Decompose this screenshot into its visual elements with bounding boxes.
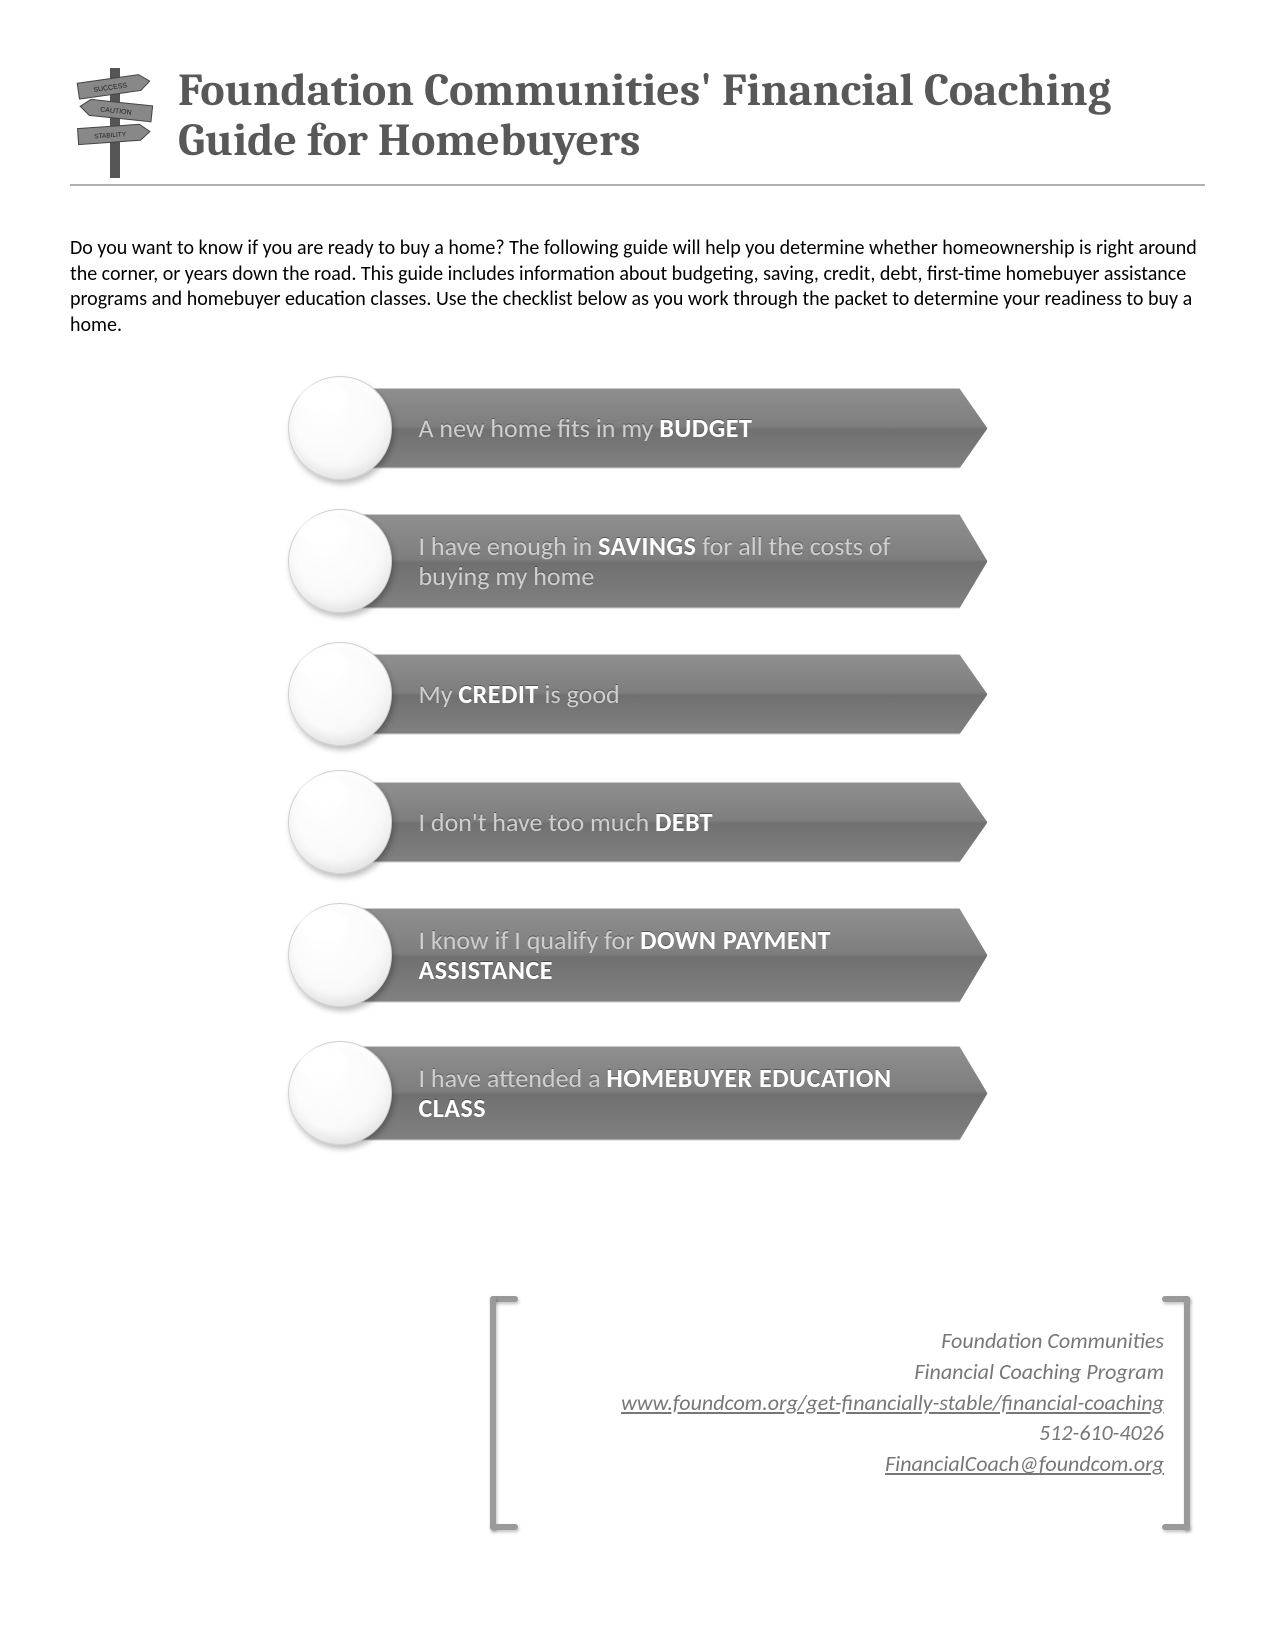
checklist-item: My CREDIT is good	[288, 644, 988, 744]
checklist-item: I know if I qualify for DOWN PAYMENT ASS…	[288, 900, 988, 1010]
contact-phone: 512-610-4026	[516, 1418, 1164, 1449]
checklist-keyword: BUDGET	[659, 412, 752, 444]
checklist-bar: I know if I qualify for DOWN PAYMENT ASS…	[348, 908, 988, 1002]
checkbox-circle[interactable]	[288, 642, 392, 746]
checkbox-circle[interactable]	[288, 1041, 392, 1145]
checkbox-circle[interactable]	[288, 376, 392, 480]
contact-program: Financial Coaching Program	[516, 1357, 1164, 1388]
checklist-text-pre: My	[419, 678, 459, 710]
checklist-text-post: is good	[539, 678, 620, 710]
checklist-text-pre: I have enough in	[419, 530, 599, 562]
checklist-item: I have attended a HOMEBUYER EDUCATION CL…	[288, 1038, 988, 1148]
checklist-text-pre: I don't have too much	[419, 806, 656, 838]
checklist-text: I don't have too much DEBT	[419, 807, 713, 838]
checklist-item: I don't have too much DEBT	[288, 772, 988, 872]
checklist-text: My CREDIT is good	[419, 679, 620, 710]
checkbox-circle[interactable]	[288, 509, 392, 613]
checklist-text: I have enough in SAVINGS for all the cos…	[419, 531, 965, 592]
checklist-text: A new home fits in my BUDGET	[419, 413, 753, 444]
intro-paragraph: Do you want to know if you are ready to …	[70, 236, 1205, 338]
checklist-bar: A new home fits in my BUDGET	[348, 388, 988, 468]
signpost-icon: SUCCESS CAUTION STABILITY	[70, 60, 160, 180]
checklist-bar: I don't have too much DEBT	[348, 782, 988, 862]
checklist-bar: I have attended a HOMEBUYER EDUCATION CL…	[348, 1046, 988, 1140]
checklist-text-pre: I have attended a	[419, 1062, 607, 1094]
checklist-keyword: DEBT	[655, 806, 713, 838]
checklist-text: I have attended a HOMEBUYER EDUCATION CL…	[419, 1063, 965, 1124]
contact-box: Foundation Communities Financial Coachin…	[490, 1296, 1190, 1530]
checklist-item: A new home fits in my BUDGET	[288, 378, 988, 478]
checklist-keyword: CREDIT	[458, 678, 538, 710]
checklist-text-pre: I know if I qualify for	[419, 924, 641, 956]
page-title: Foundation Communities' Financial Coachi…	[178, 60, 1205, 165]
checklist-item: I have enough in SAVINGS for all the cos…	[288, 506, 988, 616]
checkbox-circle[interactable]	[288, 903, 392, 1007]
contact-email[interactable]: FinancialCoach@foundcom.org	[516, 1449, 1164, 1480]
bracket-right-icon	[1162, 1296, 1190, 1530]
bracket-left-icon	[490, 1296, 518, 1530]
checklist-bar: I have enough in SAVINGS for all the cos…	[348, 514, 988, 608]
page-header: SUCCESS CAUTION STABILITY Foundation Com…	[70, 60, 1205, 186]
checklist-keyword: SAVINGS	[598, 530, 696, 562]
contact-url[interactable]: www.foundcom.org/get-financially-stable/…	[516, 1388, 1164, 1419]
checklist-text-pre: A new home fits in my	[419, 412, 660, 444]
readiness-checklist: A new home fits in my BUDGET I have enoug…	[288, 378, 988, 1148]
checklist-text: I know if I qualify for DOWN PAYMENT ASS…	[419, 925, 965, 986]
checkbox-circle[interactable]	[288, 770, 392, 874]
checklist-bar: My CREDIT is good	[348, 654, 988, 734]
contact-org: Foundation Communities	[516, 1326, 1164, 1357]
